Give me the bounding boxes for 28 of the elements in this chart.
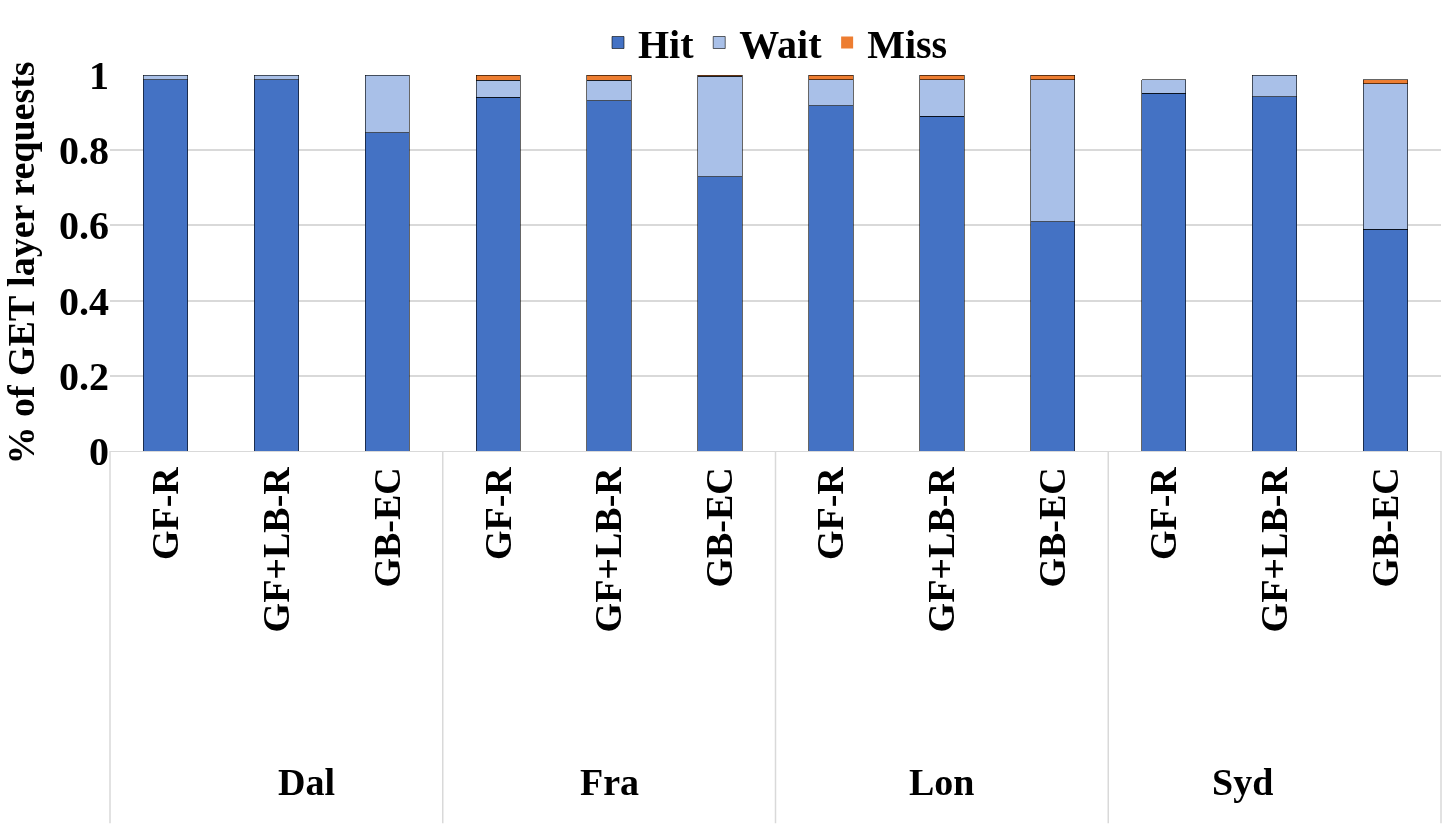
legend-label: Miss (867, 22, 948, 68)
legend-label: Wait (739, 22, 823, 68)
text: Dal (278, 761, 335, 803)
x-tick-label: GB-EC (1031, 467, 1074, 588)
text: Fra (580, 761, 640, 803)
x-tick-label: GF+LB-R (254, 466, 297, 633)
bar (253, 79, 299, 451)
x-tick-label: GB-EC (1363, 467, 1406, 588)
x-tick-label: GF-R (1142, 466, 1185, 561)
x-tick-label: GF+LB-R (1252, 466, 1295, 633)
x-tick-label: GF-R (809, 466, 852, 561)
y-tick-label: 0.2 (59, 353, 109, 399)
legend-label: Hit (638, 22, 695, 68)
y-tick-label: 1 (89, 53, 109, 98)
y-axis-title: % of GET layer requests (0, 61, 42, 465)
text: Lon (909, 761, 975, 803)
y-tick-label: 0.6 (59, 203, 109, 249)
x-tick-label: GF-R (476, 466, 519, 561)
x-tick-label: GF+LB-R (920, 466, 963, 633)
x-tick-label: GF+LB-R (587, 466, 630, 633)
x-tick-label: GB-EC (365, 467, 408, 588)
x-tick-label: GB-EC (698, 467, 741, 588)
bar (142, 79, 188, 451)
y-tick-label: 0.4 (59, 278, 109, 324)
y-tick-label: 0 (89, 429, 109, 474)
x-tick-label: GF-R (143, 466, 186, 561)
y-tick-label: 0.8 (59, 128, 109, 174)
text: Syd (1212, 761, 1274, 803)
